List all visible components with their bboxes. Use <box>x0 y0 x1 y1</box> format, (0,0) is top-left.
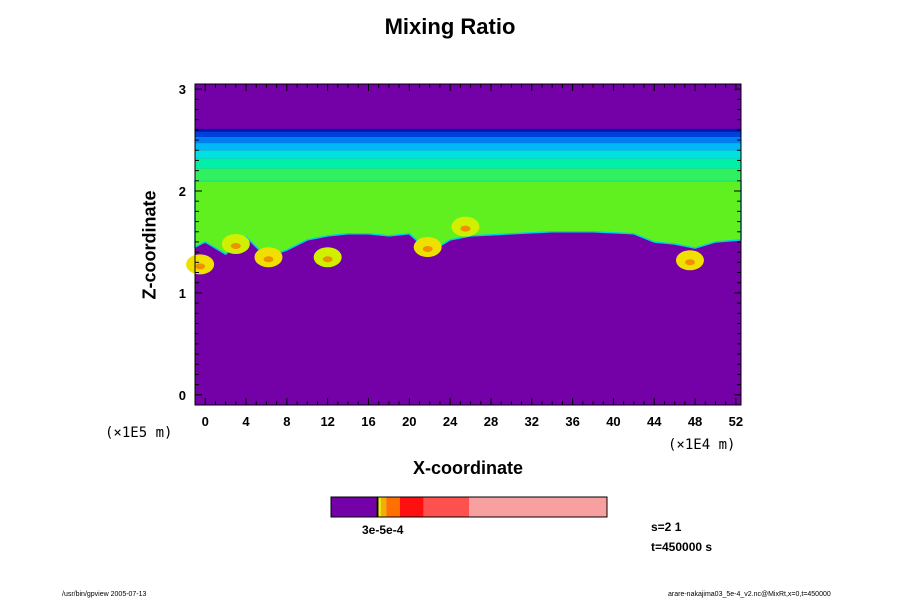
colorbar-segment-3 <box>380 497 387 517</box>
plot-frame <box>194 83 742 406</box>
x-tick-label: 16 <box>361 414 375 429</box>
x-tick-label: 0 <box>202 414 209 429</box>
plume-core-1 <box>263 256 274 263</box>
x-tick-label: 12 <box>320 414 334 429</box>
plume-core-0 <box>230 242 241 249</box>
colorbar-segment-0 <box>331 497 377 517</box>
plume-core-4 <box>460 225 471 232</box>
footer-right: arare-nakajima03_5e-4_v2.nc@MixRt,x=0,t=… <box>668 591 831 598</box>
layer-band-5 <box>195 158 741 169</box>
x-tick-label: 20 <box>402 414 416 429</box>
colorbar-segment-5 <box>400 497 424 517</box>
layer-band-0 <box>195 128 741 132</box>
y-axis-label: Z-coordinate <box>139 190 160 300</box>
y-tick-label: 2 <box>179 184 186 199</box>
colorbar <box>330 496 608 518</box>
x-axis-label: X-coordinate <box>412 458 523 478</box>
x-tick-label: 4 <box>242 414 250 429</box>
colorbar-frame <box>330 496 608 518</box>
s-label: s=2 1 <box>651 520 682 534</box>
footer-left: /usr/bin/gpview 2005-07-13 <box>62 591 147 598</box>
x-tick-label: 8 <box>283 414 290 429</box>
x-tick-label: 32 <box>525 414 539 429</box>
colorbar-segment-7 <box>469 497 607 517</box>
plume-core-5 <box>684 259 695 266</box>
layer-band-2 <box>195 136 741 144</box>
colorbar-segment-4 <box>386 497 400 517</box>
y-scale-label: (×1E5 m) <box>105 425 173 441</box>
layer-band-3 <box>195 143 741 151</box>
x-tick-label: 36 <box>565 414 579 429</box>
colorbar-segment-2 <box>378 497 381 517</box>
plume-core-6 <box>195 263 206 270</box>
y-tick-label: 0 <box>179 388 186 403</box>
colorbar-segment-6 <box>423 497 469 517</box>
x-tick-label: 40 <box>606 414 620 429</box>
colorbar-label: 3e-5e-4 <box>362 523 404 537</box>
x-tick-label: 48 <box>688 414 702 429</box>
x-tick-label: 52 <box>729 414 743 429</box>
plume-core-3 <box>422 246 433 253</box>
layer-band-6 <box>195 168 741 181</box>
layer-band-4 <box>195 150 741 159</box>
x-tick-label: 28 <box>484 414 498 429</box>
colorbar-segment-1 <box>376 497 379 517</box>
chart-title: Mixing Ratio <box>384 14 516 39</box>
x-tick-label: 24 <box>443 414 458 429</box>
time-label: t=450000 s <box>651 540 713 554</box>
plot-area <box>186 83 742 406</box>
y-tick-label: 3 <box>179 82 186 97</box>
x-tick-label: 44 <box>647 414 662 429</box>
layer-band-1 <box>195 131 741 137</box>
plume-core-2 <box>322 256 333 263</box>
y-tick-label: 1 <box>179 286 186 301</box>
x-scale-label: (×1E4 m) <box>668 437 736 453</box>
